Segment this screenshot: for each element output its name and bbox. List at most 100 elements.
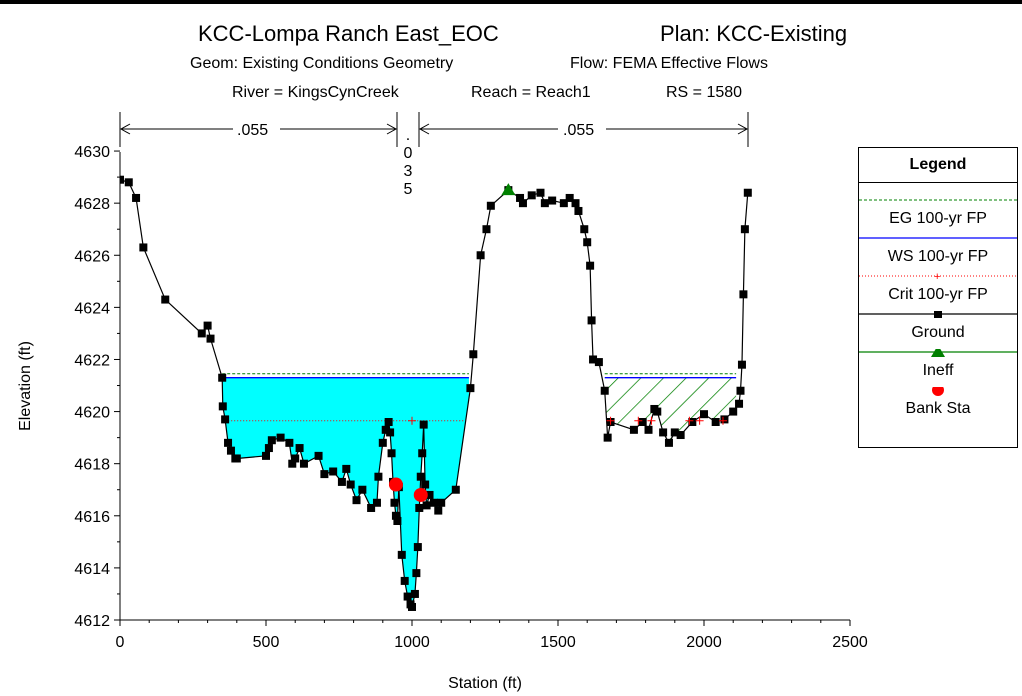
ground-point: [739, 290, 748, 299]
legend-item-ineff: Ineff: [859, 349, 1017, 379]
ground-point: [267, 436, 276, 445]
ground-point: [720, 415, 729, 424]
legend-label-ground: Ground: [911, 324, 965, 341]
crit-mark-3: [647, 416, 656, 425]
ground-point: [120, 175, 124, 184]
ground-point: [262, 451, 270, 460]
ground-point: [421, 480, 430, 489]
ground-point: [384, 418, 393, 426]
ground-point: [381, 425, 390, 434]
ground-point: [412, 569, 421, 578]
legend-item-ground: Ground: [859, 311, 1017, 341]
n-right-value: .055: [563, 122, 594, 139]
ground-point: [580, 225, 589, 234]
ground-point: [232, 454, 241, 463]
top-border: [0, 0, 1022, 4]
y-axis-label: Elevation (ft): [17, 341, 34, 431]
ground-point: [574, 206, 583, 215]
x-tick-label-1500: 1500: [540, 634, 576, 651]
ground-point: [644, 425, 653, 434]
legend-item-eg: EG 100-yr FP: [859, 197, 1017, 227]
ground-point: [410, 589, 419, 598]
ground-point: [548, 196, 557, 205]
ground-point: [583, 238, 592, 247]
legend-label-eg: EG 100-yr FP: [889, 210, 987, 227]
ground-point: [729, 407, 738, 416]
ground-point: [264, 444, 273, 453]
ground-point: [393, 517, 402, 525]
ground-point: [374, 472, 383, 481]
legend-swatch-ground-mark: [934, 311, 942, 318]
ground-point: [161, 295, 170, 304]
ground-point: [329, 467, 338, 476]
ground-point: [387, 449, 396, 458]
ground-point: [422, 501, 431, 510]
ground-point: [600, 386, 609, 395]
legend-swatch-bank: [932, 387, 944, 396]
ground-point: [536, 188, 545, 197]
legend-label-ws: WS 100-yr FP: [887, 248, 989, 265]
chart-title-left: KCC-Lompa Ranch East_EOC: [198, 21, 499, 46]
crit-mark-1: [606, 416, 615, 425]
legend-item-ws: WS 100-yr FP: [859, 235, 1017, 265]
x-tick-label-0: 0: [116, 634, 125, 651]
ground-point: [221, 415, 230, 424]
ground-point: [736, 386, 745, 395]
axes: 0 500 1000 1500 2000 2500 4612 4614 4616 4618 462…: [74, 144, 867, 651]
bank-station-marker-1: [413, 487, 428, 502]
ground-point: [434, 506, 443, 515]
ground-point: [378, 438, 387, 447]
legend-item-bank: Bank Sta: [859, 387, 1017, 417]
crit-mark-5: [695, 416, 704, 425]
legend-label-ineff: Ineff: [922, 362, 954, 379]
ground-point: [587, 316, 596, 325]
ground-point: [518, 199, 527, 208]
ground-point: [437, 498, 446, 507]
y-tick-label-4624: 4624: [74, 300, 110, 317]
ground-point: [737, 360, 746, 369]
ineff-marker-0: [501, 183, 516, 196]
ground-point: [226, 446, 235, 455]
ground-point: [700, 410, 708, 419]
ground-point: [571, 199, 580, 208]
ground-point: [559, 199, 568, 208]
ground-point: [358, 485, 367, 494]
ground-point: [482, 225, 491, 234]
y-tick-label-4618: 4618: [74, 457, 110, 474]
ground-point: [653, 407, 662, 416]
ground-point: [743, 188, 752, 197]
ground-point: [299, 459, 308, 468]
ground-point: [224, 438, 233, 447]
y-tick-label-4626: 4626: [74, 248, 110, 265]
ground-point: [425, 490, 434, 499]
ground-point: [589, 355, 598, 364]
ground-point: [419, 420, 428, 429]
geom-subtitle: Geom: Existing Conditions Geometry: [190, 55, 453, 72]
ground-point: [415, 503, 424, 512]
ground-point: [291, 454, 300, 463]
ground-point: [288, 459, 297, 468]
ground-point: [740, 225, 749, 234]
river-label: River = KingsCynCreek: [232, 84, 400, 101]
ground-point: [469, 350, 478, 359]
y-tick-label-4614: 4614: [74, 561, 110, 578]
ground-point: [735, 399, 744, 408]
ground-point: [688, 418, 697, 426]
y-tick-label-4628: 4628: [74, 196, 110, 213]
ground-point: [367, 503, 376, 512]
ground-point: [603, 433, 612, 442]
ground-point: [451, 485, 460, 494]
ground-point: [320, 470, 329, 479]
ground-point: [711, 418, 720, 426]
ground-point: [372, 498, 381, 507]
legend-title: Legend: [859, 148, 1017, 183]
legend-label-bank: Bank Sta: [905, 400, 971, 417]
ground-point: [285, 438, 294, 447]
x-tick-label-2500: 2500: [832, 634, 868, 651]
ground-point: [218, 402, 227, 411]
ground-point: [594, 358, 603, 367]
ground-point: [629, 425, 638, 434]
crit-mark-6: [718, 416, 727, 425]
